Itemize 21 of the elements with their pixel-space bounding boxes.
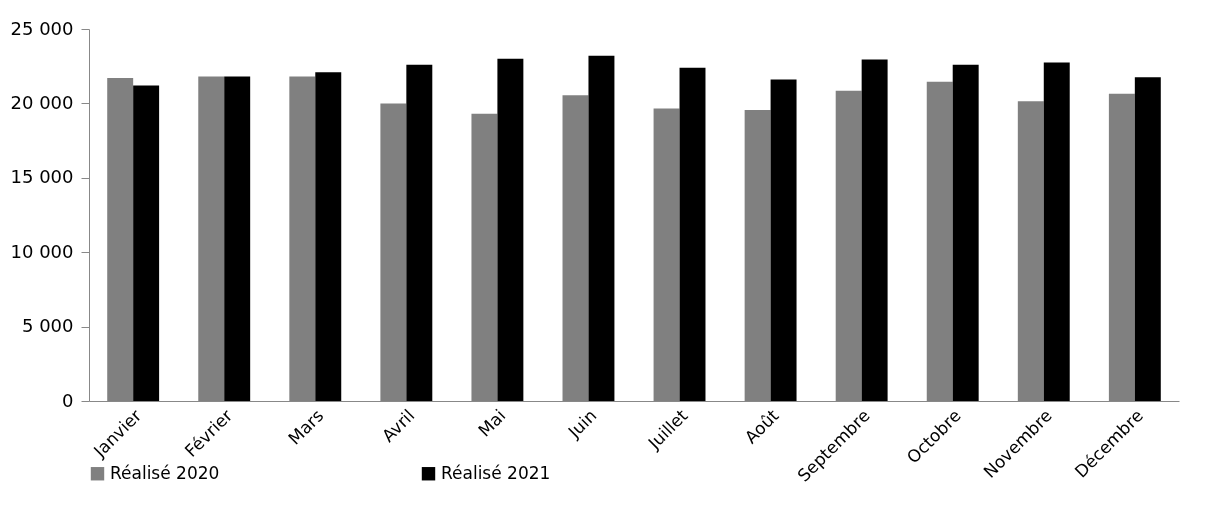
bar (1043, 62, 1070, 401)
legend-label: Réalisé 2021 (441, 462, 551, 483)
bar (133, 85, 160, 401)
bar (497, 58, 524, 401)
y-tick-label: 20 000 (10, 91, 74, 113)
bar (588, 55, 615, 401)
bar (952, 64, 979, 401)
bar (1134, 77, 1161, 401)
bar (315, 72, 342, 401)
bar (406, 64, 433, 401)
y-tick-label: 15 000 (10, 166, 74, 188)
y-tick-label: 10 000 (10, 240, 74, 262)
x-tick-label: Mai (474, 405, 510, 441)
bar (679, 67, 706, 401)
legend-label: Réalisé 2020 (110, 462, 220, 483)
bar (224, 76, 251, 401)
bar (770, 79, 797, 401)
y-tick-label: 0 (62, 389, 74, 411)
bar (861, 59, 888, 401)
y-tick-label: 25 000 (10, 17, 74, 39)
y-tick-label: 5 000 (21, 315, 74, 337)
